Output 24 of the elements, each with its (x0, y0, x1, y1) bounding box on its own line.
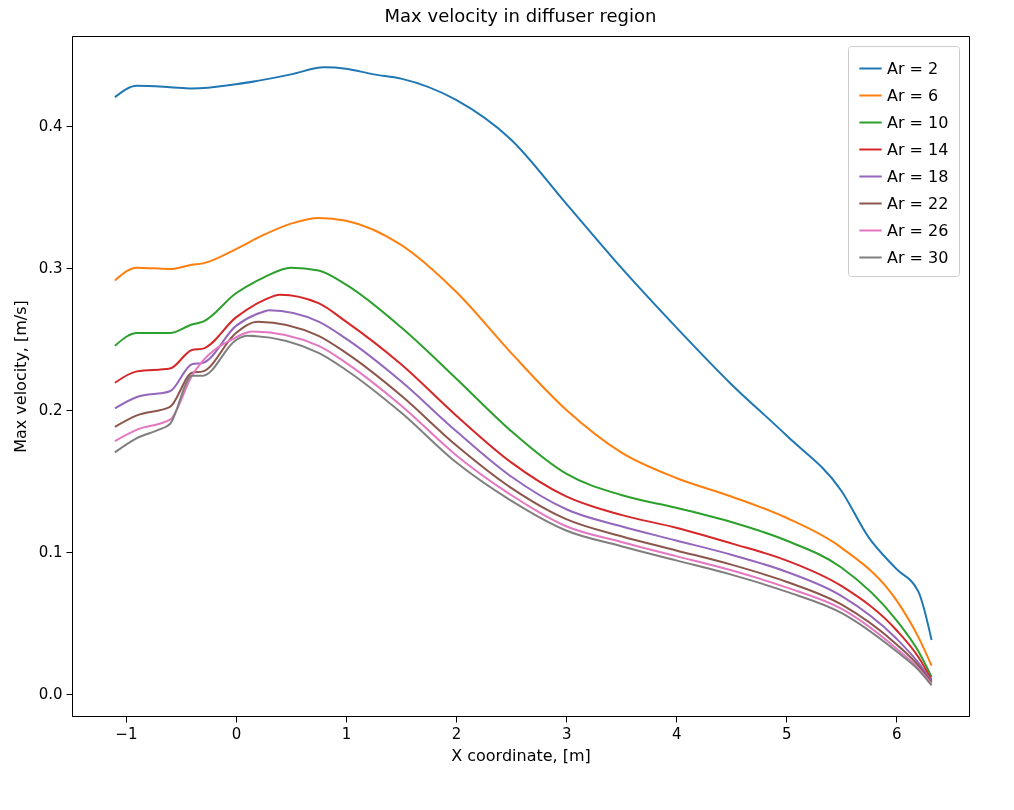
legend-label: Ar = 14 (887, 139, 949, 159)
x-tick-label: 3 (561, 724, 572, 743)
legend-label: Ar = 6 (887, 85, 939, 105)
y-tick-label: 0.1 (38, 543, 63, 562)
y-tick-label: 0.4 (38, 117, 63, 136)
x-tick-label: 1 (341, 724, 352, 743)
legend-label: Ar = 18 (887, 166, 949, 186)
x-tick-label: 6 (892, 724, 902, 743)
y-tick-label: 0.3 (38, 259, 63, 278)
legend-label: Ar = 26 (887, 220, 949, 240)
chart-title: Max velocity in diffuser region (384, 5, 657, 26)
x-tick-label: 4 (671, 724, 682, 743)
y-axis-title: Max velocity, [m/s] (10, 300, 30, 453)
legend-label: Ar = 22 (887, 193, 949, 213)
legend-label: Ar = 30 (887, 247, 949, 267)
legend-label: Ar = 10 (887, 112, 949, 132)
x-tick-label: −1 (115, 724, 138, 743)
x-tick-label: 0 (231, 724, 242, 743)
x-tick-label: 2 (451, 724, 462, 743)
y-tick-label: 0.0 (38, 685, 63, 704)
x-tick-label: 5 (782, 724, 792, 743)
y-tick-label: 0.2 (38, 401, 63, 420)
legend-label: Ar = 2 (887, 58, 939, 78)
x-axis-title: X coordinate, [m] (451, 745, 591, 765)
